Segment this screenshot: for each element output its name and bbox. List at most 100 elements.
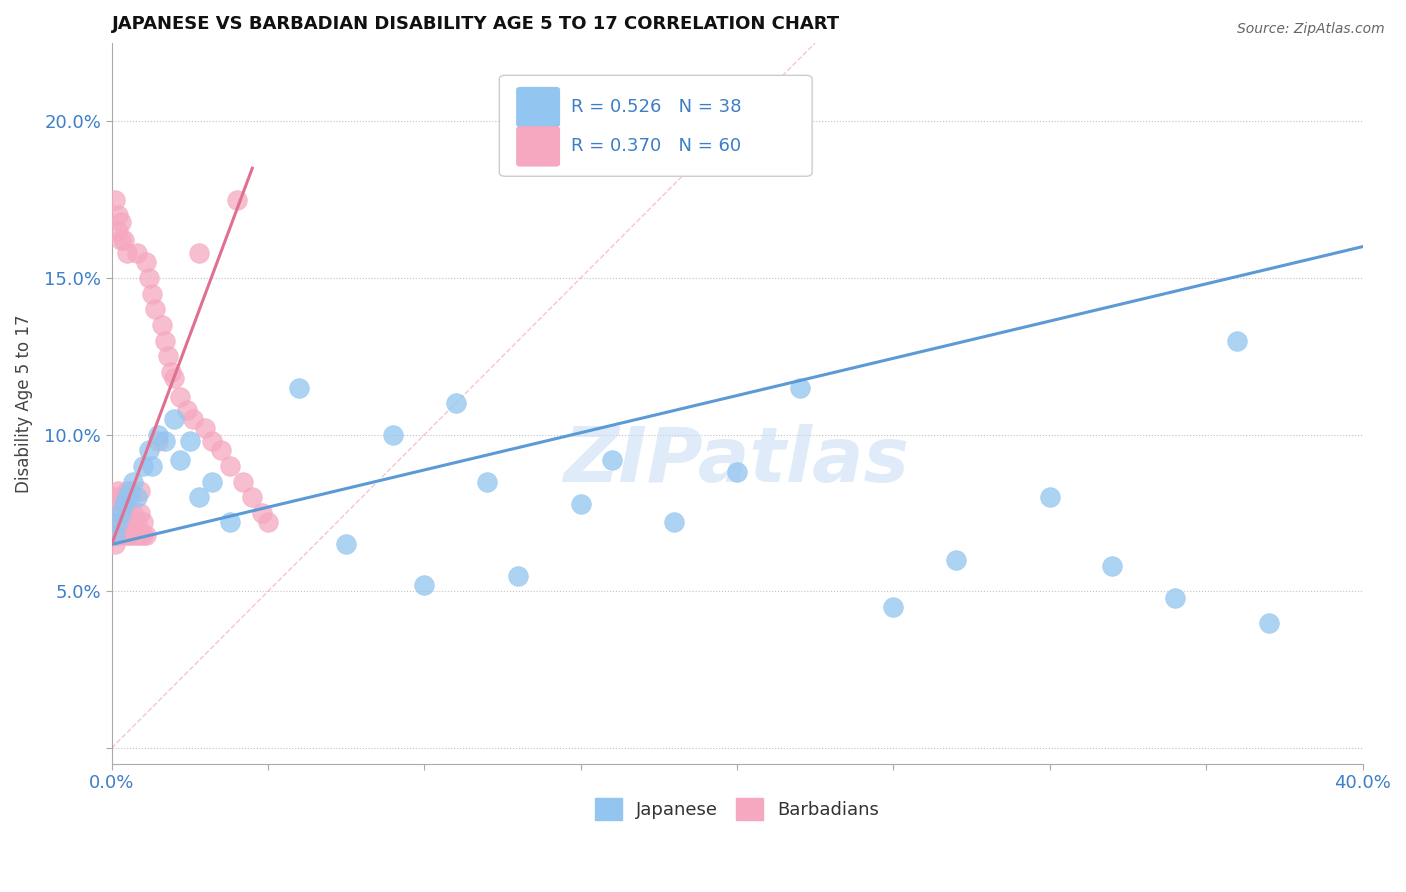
Point [138,271,160,285]
Text: R = 0.370   N = 60: R = 0.370 N = 60 [571,137,741,155]
Point [475,475,498,489]
Text: R = 0.526   N = 38: R = 0.526 N = 38 [571,98,741,116]
Point [110,491,132,505]
Point [176,402,198,417]
Point [122,475,145,489]
Point [132,458,155,473]
Point [110,233,132,247]
Point [125,516,148,530]
Point [600,452,623,467]
Point [112,497,135,511]
Point [115,246,138,260]
FancyBboxPatch shape [517,87,560,127]
Point [115,528,138,542]
Text: ZIPatlas: ZIPatlas [564,424,910,498]
Point [112,528,135,542]
Point [115,491,138,505]
Point [257,516,280,530]
Point [125,528,148,542]
Point [201,475,224,489]
Point [101,528,124,542]
Point [569,497,592,511]
Point [181,412,204,426]
Point [250,506,273,520]
Point [128,484,150,499]
Point [107,516,129,530]
FancyBboxPatch shape [517,127,560,166]
Point [107,528,129,542]
Point [104,516,127,530]
Point [169,390,191,404]
Point [160,365,183,379]
Point [219,516,242,530]
Point [508,568,530,582]
Point [104,537,127,551]
Point [141,286,163,301]
Point [112,497,135,511]
Point [107,506,129,520]
Point [664,516,686,530]
Text: JAPANESE VS BARBADIAN DISABILITY AGE 5 TO 17 CORRELATION CHART: JAPANESE VS BARBADIAN DISABILITY AGE 5 T… [111,15,839,33]
Point [444,396,467,410]
Point [163,371,186,385]
Point [163,412,186,426]
Point [120,528,142,542]
Point [120,516,142,530]
Text: Source: ZipAtlas.com: Source: ZipAtlas.com [1237,22,1385,37]
Point [240,491,263,505]
Point [1164,591,1187,605]
Point [148,434,170,448]
Point [104,491,127,505]
Point [789,381,811,395]
Point [110,506,132,520]
Point [112,516,135,530]
Point [153,334,176,348]
Point [110,506,132,520]
Point [120,484,142,499]
Point [125,491,148,505]
Point [135,528,157,542]
Point [725,466,748,480]
Point [382,427,405,442]
Point [104,528,127,542]
Point [107,208,129,222]
Point [153,434,176,448]
Point [188,246,211,260]
Point [179,434,201,448]
Point [104,193,127,207]
Point [110,214,132,228]
Y-axis label: Disability Age 5 to 17: Disability Age 5 to 17 [15,314,32,492]
Point [232,475,254,489]
Point [150,318,173,332]
Point [225,193,247,207]
Point [122,506,145,520]
Point [219,458,242,473]
Point [107,484,129,499]
Point [115,506,138,520]
Point [1101,559,1123,574]
Point [1039,491,1062,505]
Point [120,491,142,505]
Point [413,578,436,592]
Point [945,553,967,567]
Point [132,528,155,542]
Point [169,452,191,467]
Legend: Japanese, Barbadians: Japanese, Barbadians [588,790,887,827]
Point [209,443,232,458]
Point [148,427,170,442]
Point [128,528,150,542]
Point [156,349,179,363]
Point [188,491,211,505]
Point [107,224,129,238]
Point [1226,334,1249,348]
Point [128,506,150,520]
Point [135,255,157,269]
Point [201,434,224,448]
Point [112,233,135,247]
Point [122,528,145,542]
Point [125,246,148,260]
Point [335,537,357,551]
Point [110,522,132,536]
FancyBboxPatch shape [499,75,813,177]
Point [194,421,217,435]
